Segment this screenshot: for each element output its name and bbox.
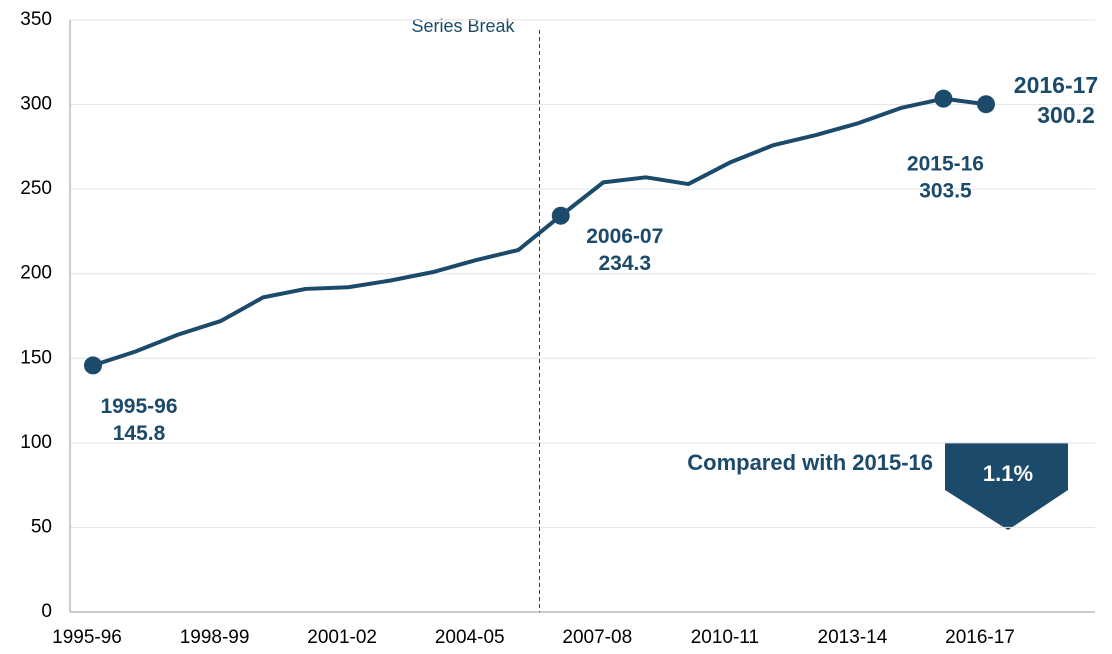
x-tick-label: 1995-96 bbox=[52, 627, 122, 648]
y-tick-label: 0 bbox=[41, 601, 52, 622]
callout-text: Compared with 2015-16 bbox=[687, 450, 933, 475]
point-marker bbox=[934, 89, 953, 108]
data-label: 303.5 bbox=[919, 180, 972, 203]
callout-change: 1.1% bbox=[983, 461, 1033, 486]
y-tick-label: 200 bbox=[20, 263, 52, 284]
point-label-year: 2016-17 bbox=[1014, 72, 1098, 98]
x-tick-label: 1998-99 bbox=[180, 627, 250, 648]
point-marker bbox=[551, 206, 570, 225]
y-tick-label: 150 bbox=[20, 347, 52, 368]
point-marker bbox=[84, 356, 102, 375]
point-label-year: 1995-96 bbox=[100, 395, 177, 418]
x-tick-label: 2001-02 bbox=[307, 627, 377, 648]
point-marker bbox=[977, 95, 995, 114]
series-break-label: Series Break bbox=[411, 16, 515, 36]
y-tick-label: 250 bbox=[20, 178, 52, 199]
y-tick-label: 50 bbox=[31, 516, 52, 537]
x-tick-label: 2004-05 bbox=[435, 627, 505, 648]
y-tick-label: 300 bbox=[20, 94, 52, 115]
line bbox=[92, 96, 987, 368]
data-label: 300.2 bbox=[1037, 102, 1095, 128]
point-label-year: 2006-07 bbox=[586, 225, 663, 248]
point-label-year: 2015-16 bbox=[907, 153, 984, 176]
x-tick-label: 2007-08 bbox=[562, 627, 632, 648]
data-label: 234.3 bbox=[598, 252, 651, 275]
data-label: 145.8 bbox=[113, 422, 166, 445]
x-tick-label: 2016-17 bbox=[945, 627, 1015, 648]
x-tick-label: 2013-14 bbox=[818, 627, 888, 648]
x-tick-label: 2010-11 bbox=[691, 627, 759, 648]
y-tick-label: 350 bbox=[20, 9, 52, 30]
callout-arrow bbox=[945, 443, 1068, 530]
y-tick-label: 100 bbox=[20, 432, 52, 453]
